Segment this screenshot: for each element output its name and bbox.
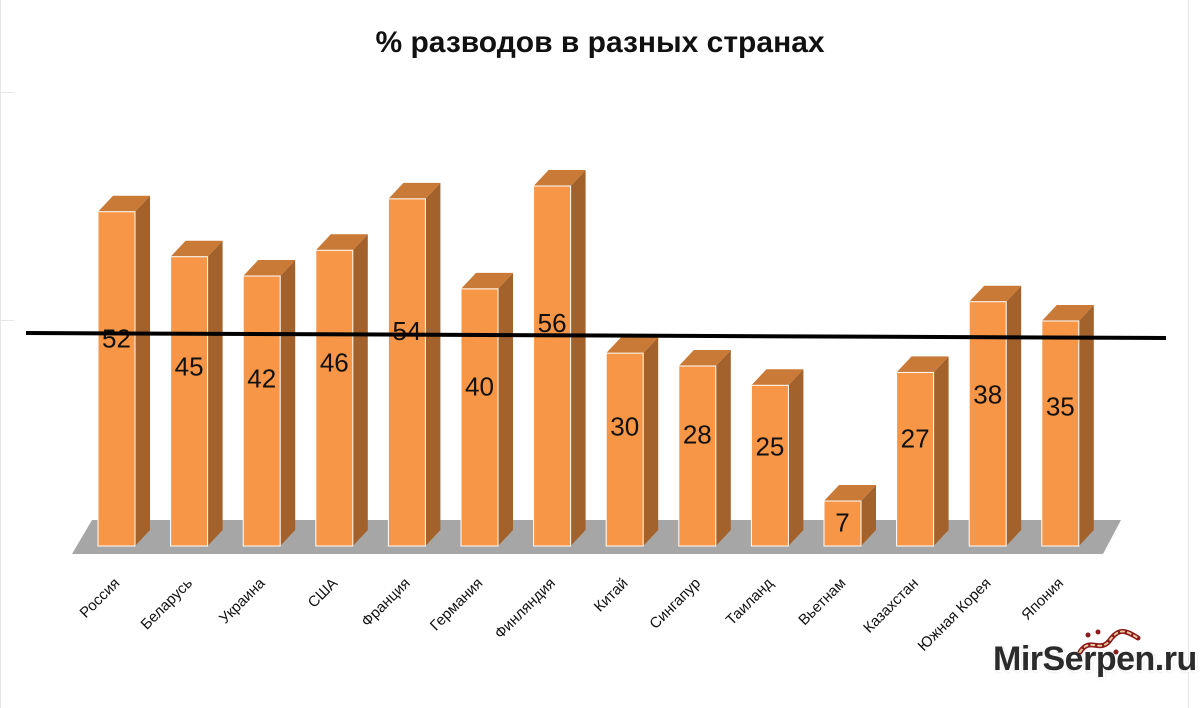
data-label-13: 35 — [1046, 392, 1075, 422]
bar-12 — [968, 301, 1007, 547]
bar-side-6 — [570, 170, 586, 546]
bar-7 — [605, 352, 644, 547]
data-label-7: 30 — [610, 411, 639, 441]
bar-3 — [315, 249, 354, 547]
bar-side-9 — [788, 369, 804, 546]
reference-line — [25, 331, 1167, 340]
bar-top-3 — [315, 234, 368, 251]
data-label-0: 52 — [102, 324, 131, 354]
bar-side-11 — [933, 356, 949, 546]
bar-4 — [387, 198, 426, 547]
frame-line-mid — [0, 320, 14, 321]
category-label-7: Китай — [591, 575, 632, 616]
category-label-6: Финляндия — [491, 575, 559, 643]
bar-8 — [678, 365, 717, 547]
bar-top-4 — [388, 182, 441, 199]
bar-top-13 — [1041, 305, 1094, 321]
bar-1 — [170, 256, 209, 547]
frame-line-top — [0, 92, 14, 93]
data-label-8: 28 — [683, 419, 712, 449]
bar-13 — [1041, 320, 1080, 547]
category-label-11: Казахстан — [860, 575, 922, 637]
frame-line-right — [1188, 0, 1189, 708]
bar-top-6 — [533, 170, 586, 186]
bar-top-5 — [461, 272, 513, 289]
bar-side-5 — [498, 272, 513, 546]
data-label-4: 54 — [392, 316, 421, 346]
watermark-text: MirSerpen.ru — [993, 640, 1197, 678]
data-label-6: 56 — [538, 308, 567, 338]
category-label-8: Сингапур — [646, 575, 704, 633]
category-label-12: Южная Корея — [915, 575, 995, 655]
frame-line-left — [0, 0, 1, 708]
data-label-1: 45 — [175, 352, 204, 382]
bar-side-4 — [425, 182, 441, 546]
bar-5 — [460, 288, 499, 547]
data-label-12: 38 — [973, 380, 1002, 410]
category-label-1: Беларусь — [138, 575, 197, 634]
data-label-3: 46 — [320, 348, 349, 378]
bar-10 — [823, 500, 862, 547]
chart-title: % разводов в разных странах — [375, 26, 825, 59]
bar-side-1 — [207, 240, 223, 546]
bar-side-3 — [352, 234, 368, 547]
bar-top-2 — [243, 260, 296, 276]
bar-side-7 — [643, 337, 659, 546]
bar-2 — [242, 275, 281, 547]
data-label-9: 25 — [755, 431, 784, 461]
bar-11 — [896, 371, 935, 547]
category-label-2: Украина — [216, 574, 269, 627]
category-label-5: Германия — [427, 575, 487, 635]
category-label-13: Япония — [1018, 575, 1067, 624]
bar-6 — [533, 185, 572, 547]
chart-floor — [72, 520, 1121, 554]
data-label-10: 7 — [835, 508, 849, 538]
bar-top-1 — [170, 240, 223, 257]
bar-top-11 — [896, 356, 949, 373]
bar-side-0 — [135, 195, 150, 546]
category-label-0: Россия — [77, 575, 124, 622]
bar-top-7 — [606, 337, 659, 354]
data-label-5: 40 — [465, 372, 494, 402]
data-label-11: 27 — [901, 423, 930, 453]
bar-side-12 — [1006, 285, 1022, 546]
bar-9 — [750, 384, 789, 547]
bar-side-10 — [861, 485, 876, 546]
data-label-2: 42 — [247, 364, 276, 394]
bar-side-13 — [1078, 305, 1094, 546]
category-label-9: Таиланд — [723, 575, 777, 629]
bar-side-8 — [715, 350, 731, 546]
bar-top-8 — [678, 350, 731, 366]
category-label-3: США — [305, 575, 341, 611]
bar-top-12 — [969, 285, 1022, 302]
category-label-4: Франция — [358, 575, 413, 630]
bar-side-2 — [280, 260, 296, 546]
snake-logo-icon — [1077, 629, 1141, 655]
bar-top-9 — [751, 369, 804, 386]
bar-0 — [97, 211, 136, 547]
bar-top-0 — [98, 195, 150, 212]
category-label-10: Вьетнам — [795, 575, 849, 629]
bar-top-10 — [824, 485, 876, 501]
